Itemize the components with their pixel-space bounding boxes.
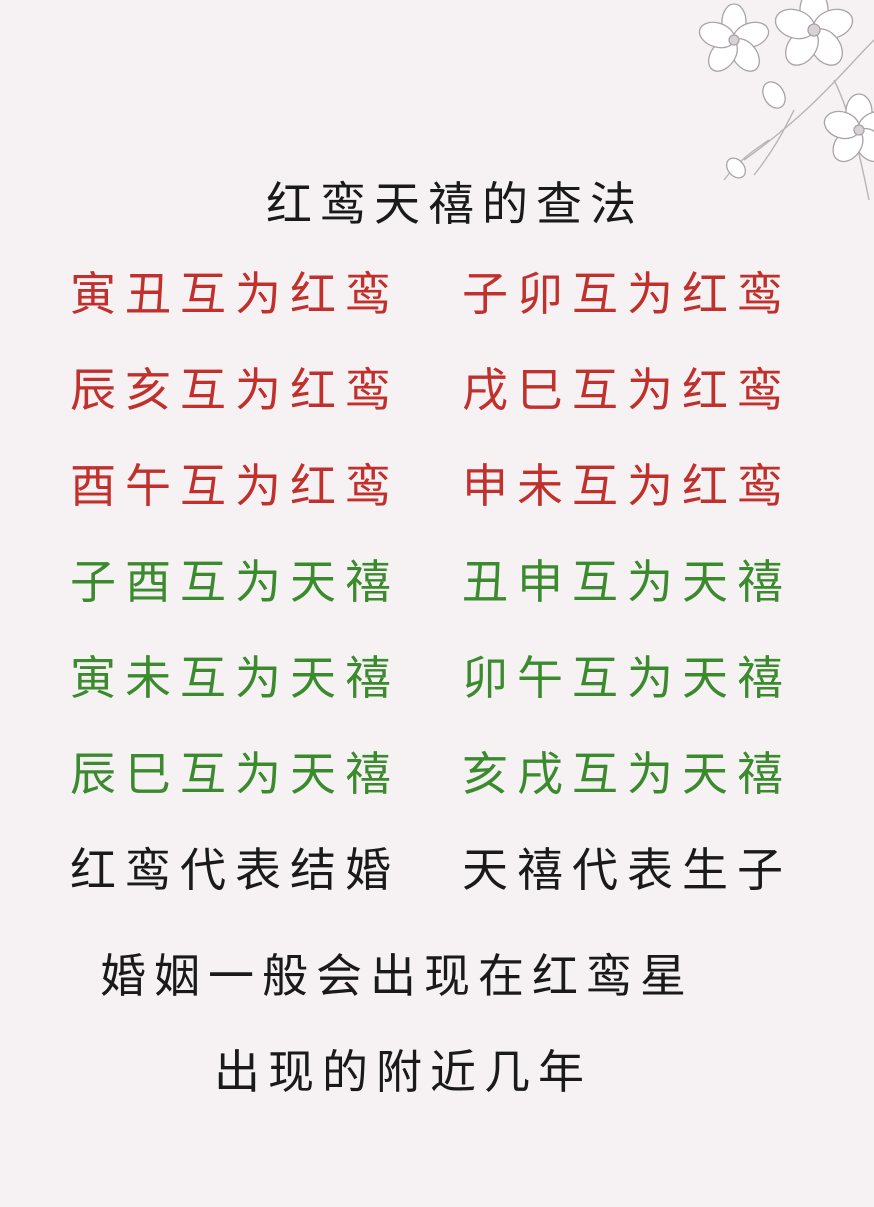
- table-row: 辰亥互为红鸾 戌巳互为红鸾: [70, 354, 810, 450]
- table-row: 酉午互为红鸾 申未互为红鸾: [70, 450, 810, 546]
- pair-left: 寅丑互为红鸾: [70, 267, 400, 321]
- pair-left: 辰亥互为红鸾: [70, 363, 400, 417]
- pair-left: 子酉互为天禧: [70, 555, 400, 609]
- pair-left: 辰巳互为天禧: [70, 747, 400, 801]
- pair-right: 丑申互为天禧: [462, 555, 792, 609]
- pair-right: 戌巳互为红鸾: [462, 363, 792, 417]
- pair-right: 子卯互为红鸾: [462, 267, 792, 321]
- table-row: 红鸾代表结婚 天禧代表生子: [70, 834, 810, 930]
- table-row: 辰巳互为天禧 亥戌互为天禧: [70, 738, 810, 834]
- page-title: 红鸾天禧的查法: [266, 177, 644, 231]
- table-row: 寅丑互为红鸾 子卯互为红鸾: [70, 258, 810, 354]
- pair-left: 酉午互为红鸾: [70, 459, 400, 513]
- flower-illustration: [698, 0, 874, 201]
- table-row: 寅未互为天禧 卯午互为天禧: [70, 642, 810, 738]
- pair-right: 卯午互为天禧: [462, 651, 792, 705]
- pair-right: 天禧代表生子: [462, 843, 792, 897]
- footer-line-2: 出现的附近几年: [214, 1045, 592, 1099]
- pair-right: 申未互为红鸾: [462, 459, 792, 513]
- pair-left: 寅未互为天禧: [70, 651, 400, 705]
- table-row: 子酉互为天禧 丑申互为天禧: [70, 546, 810, 642]
- footer-line-1: 婚姻一般会出现在红鸾星: [100, 949, 694, 1003]
- pair-right: 亥戌互为天禧: [462, 747, 792, 801]
- pair-grid: 寅丑互为红鸾 子卯互为红鸾 辰亥互为红鸾 戌巳互为红鸾 酉午互为红鸾 申未互为红…: [70, 258, 810, 930]
- pair-left: 红鸾代表结婚: [70, 843, 400, 897]
